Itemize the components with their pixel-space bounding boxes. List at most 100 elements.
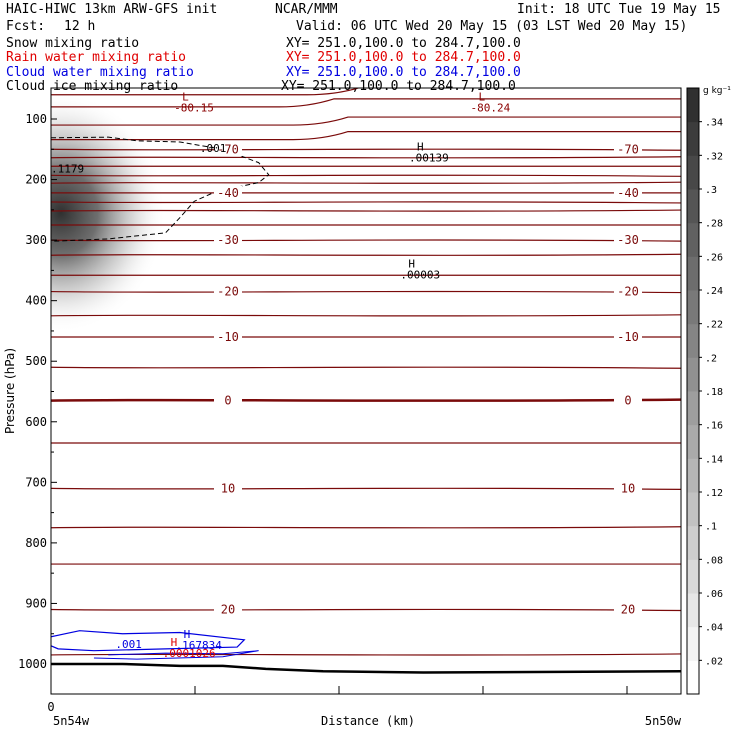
temperature-contour xyxy=(51,174,681,177)
temperature-contour xyxy=(51,148,681,151)
temperature-contour xyxy=(51,88,361,96)
contour-label: -10 xyxy=(617,330,639,344)
contour-label-bg xyxy=(614,284,642,299)
snow-mixing-ratio-shading xyxy=(51,92,166,333)
temperature-contour xyxy=(51,314,681,317)
snow-shading xyxy=(51,92,166,333)
temperature-contour xyxy=(51,608,681,612)
colorbar-swatch xyxy=(687,559,699,594)
field-cloudice-name: Cloud ice mixing ratio xyxy=(6,79,179,94)
extremum-symbol: H xyxy=(417,141,424,154)
extremum-symbol: H xyxy=(408,257,415,270)
field-cloudwater-name: Cloud water mixing ratio xyxy=(6,65,194,80)
extremum-value: .167834 xyxy=(176,639,223,652)
contour-label: -70 xyxy=(217,142,239,156)
x-start-label: 5n54w xyxy=(53,714,90,728)
colorbar-swatch xyxy=(687,88,699,123)
colorbar-tick-label: .32 xyxy=(705,151,723,162)
temperature-contours xyxy=(51,75,681,656)
extremum-symbol: L xyxy=(182,90,189,103)
extremum-value: -80.24 xyxy=(471,101,511,114)
terrain-line xyxy=(51,662,681,674)
temperature-contour xyxy=(51,116,681,126)
contour-label: -30 xyxy=(617,233,639,247)
colorbar-swatch xyxy=(687,155,699,190)
y-tick-label: 100 xyxy=(25,112,47,126)
field-rain-name: Rain water mixing ratio xyxy=(6,50,187,65)
extremum-symbol: H xyxy=(184,628,191,641)
colorbar-tick-label: .2 xyxy=(705,353,717,364)
contour-label: -70 xyxy=(617,142,639,156)
y-tick-label: 600 xyxy=(25,415,47,429)
colorbar-tick-label: .06 xyxy=(705,589,723,600)
contour-label-bg xyxy=(214,185,242,200)
contour-label-bg xyxy=(214,284,242,299)
y-axis-label: Pressure (hPa) xyxy=(3,348,17,434)
colorbar-tick-label: .04 xyxy=(705,623,723,634)
model-title: HAIC-HIWC 13km ARW-GFS init xyxy=(6,2,218,17)
contour-label-bg xyxy=(614,602,642,617)
temperature-contour xyxy=(51,75,681,83)
colorbar-tick-label: .26 xyxy=(705,252,723,263)
contour-label-bg xyxy=(214,481,242,496)
colorbar-swatch xyxy=(687,357,699,392)
extremum-symbol: H xyxy=(171,636,178,649)
colorbar-swatch xyxy=(687,660,699,695)
colorbar-tick-label: .34 xyxy=(705,118,723,129)
extremum-value: .001 xyxy=(115,638,142,651)
contour-label: -30 xyxy=(217,233,239,247)
colorbar-tick-label: .08 xyxy=(705,555,723,566)
colorbar-tick-label: .22 xyxy=(705,320,723,331)
colorbar-swatch xyxy=(687,525,699,560)
contour-label: -20 xyxy=(617,285,639,299)
colorbar-swatch xyxy=(687,121,699,156)
colorbar-tick-label: .24 xyxy=(705,286,723,297)
colorbar-swatch xyxy=(687,222,699,257)
valid-time: Valid: 06 UTC Wed 20 May 15 (03 LST Wed … xyxy=(296,19,688,34)
field-cloudice-xy: XY= 251.0,100.0 to 284.7,100.0 xyxy=(281,79,516,94)
temperature-contour xyxy=(51,156,681,159)
contour-label-bg xyxy=(614,393,642,408)
colorbar-swatch xyxy=(687,290,699,325)
colorbar-swatch xyxy=(687,593,699,628)
forecast-label: Fcst: xyxy=(6,19,46,34)
y-tick-label: 200 xyxy=(25,173,47,187)
contour-label-bg xyxy=(614,185,642,200)
colorbar-tick-label: .02 xyxy=(705,656,723,667)
y-tick-label: 500 xyxy=(25,354,47,368)
contour-label-bg xyxy=(214,602,242,617)
colorbar-swatch xyxy=(687,256,699,291)
temperature-contour xyxy=(51,209,681,212)
temperature-contour xyxy=(51,181,681,184)
colorbar-tick-label: .3 xyxy=(705,185,717,196)
contour-labels: -70 -70 -40 -40 -30 -30 -20 -20 -10 -10 0 0 10 10 20 20… xyxy=(51,90,642,660)
contour-label-bg xyxy=(214,393,242,408)
contour-label: 20 xyxy=(221,603,235,617)
contour-label: -10 xyxy=(217,330,239,344)
x-end-label: 5n50w xyxy=(645,714,682,728)
colorbar-swatch xyxy=(687,458,699,493)
contour-label-bg xyxy=(614,330,642,344)
contour-label-bg xyxy=(214,142,242,157)
y-tick-label: 300 xyxy=(25,233,47,247)
y-tick-label: 900 xyxy=(25,596,47,610)
temperature-contour xyxy=(51,366,681,369)
contour-label: 10 xyxy=(221,481,235,495)
extremum-value: .0001026 xyxy=(163,647,216,660)
extremum-value: .00003 xyxy=(400,268,440,281)
field-snow-name: Snow mixing ratio xyxy=(6,36,140,51)
contour-label-bg xyxy=(214,330,242,344)
temperature-contour xyxy=(51,526,681,529)
extremum-value: .001 xyxy=(200,142,227,155)
hydrometeor-contours xyxy=(51,136,681,674)
x-axis-label: Distance (km) xyxy=(321,714,415,728)
y-tick-label: 400 xyxy=(25,294,47,308)
extremum-symbol: L xyxy=(479,90,486,103)
forecast-hours: 12 h xyxy=(64,19,96,34)
temperature-contour xyxy=(51,398,681,402)
temperature-contour xyxy=(51,487,681,490)
field-cloudwater-xy: XY= 251.0,100.0 to 284.7,100.0 xyxy=(286,65,521,80)
temperature-contour xyxy=(51,130,681,141)
contour-label: -40 xyxy=(217,186,239,200)
colorbar-unit: g kg⁻¹ xyxy=(703,86,731,96)
